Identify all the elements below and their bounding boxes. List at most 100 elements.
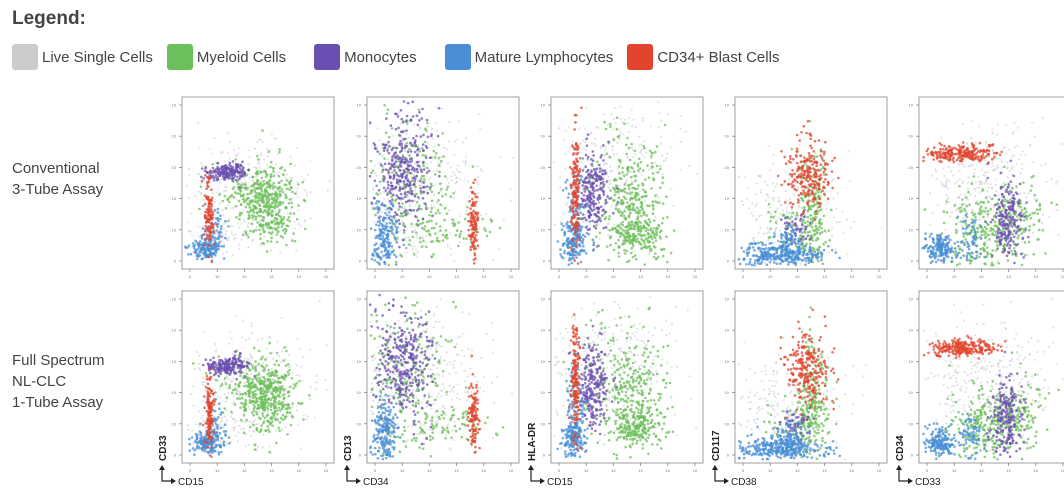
data-point: [465, 409, 468, 413]
data-point: [216, 216, 220, 220]
data-point: [211, 174, 215, 178]
data-point: [244, 421, 247, 424]
data-point: [416, 224, 420, 227]
data-point: [238, 167, 242, 170]
data-point: [406, 318, 409, 321]
data-point: [464, 213, 467, 216]
data-point: [453, 439, 456, 442]
data-point: [270, 202, 274, 206]
data-point: [205, 374, 209, 378]
data-point: [391, 158, 394, 161]
data-point: [442, 405, 445, 408]
data-point: [434, 232, 437, 235]
data-point: [458, 178, 462, 181]
data-point: [277, 400, 281, 403]
data-point: [207, 213, 211, 217]
data-point: [232, 376, 235, 379]
data-point: [187, 230, 191, 233]
data-point: [192, 441, 195, 444]
data-point: [194, 432, 198, 436]
data-point: [462, 141, 465, 144]
data-point: [402, 425, 406, 429]
data-point: [386, 180, 390, 184]
y-tick-label: 10: [357, 421, 362, 426]
data-point: [386, 229, 390, 232]
data-point: [430, 206, 434, 210]
data-point: [418, 119, 421, 122]
data-point: [420, 226, 424, 230]
data-point: [256, 186, 260, 190]
data-point: [258, 138, 261, 141]
data-point: [393, 341, 397, 345]
data-point: [247, 337, 251, 340]
data-point: [413, 140, 417, 144]
data-point: [418, 204, 421, 207]
data-point: [266, 181, 269, 184]
data-point: [474, 247, 478, 250]
data-point: [262, 382, 266, 386]
data-point: [268, 204, 271, 207]
data-point: [244, 369, 247, 372]
data-point: [387, 308, 391, 312]
data-point: [448, 120, 451, 123]
data-point: [409, 334, 413, 337]
data-point: [388, 327, 392, 330]
data-point: [293, 227, 296, 230]
data-point: [220, 235, 223, 238]
data-point: [265, 226, 268, 229]
data-point: [248, 210, 251, 214]
data-point: [375, 366, 379, 370]
data-point: [208, 428, 211, 432]
data-point: [394, 127, 398, 131]
data-point: [421, 387, 424, 391]
data-point: [491, 381, 494, 384]
data-point: [248, 408, 251, 411]
data-point: [290, 206, 294, 209]
data-point: [264, 398, 268, 402]
data-point: [395, 194, 399, 197]
data-point: [240, 396, 244, 400]
data-point: [470, 349, 473, 352]
data-point: [236, 192, 239, 195]
data-point: [244, 392, 248, 396]
data-point: [384, 343, 388, 347]
data-point: [222, 430, 226, 433]
data-point: [236, 175, 239, 179]
data-point: [421, 221, 425, 225]
data-point: [392, 365, 395, 368]
data-point: [375, 174, 378, 177]
data-point: [394, 211, 397, 214]
data-point: [425, 220, 429, 224]
data-point: [251, 194, 254, 198]
data-point: [229, 169, 232, 173]
data-point: [279, 203, 283, 206]
data-point: [223, 194, 227, 198]
data-point: [424, 241, 427, 244]
data-point: [277, 225, 280, 229]
data-point: [489, 218, 493, 221]
data-point: [368, 174, 372, 178]
data-point: [253, 181, 256, 185]
data-point: [484, 421, 487, 425]
data-point: [280, 219, 284, 222]
data-point: [381, 382, 385, 385]
data-point: [370, 202, 374, 205]
data-point: [374, 248, 378, 251]
data-point: [384, 427, 387, 430]
data-point: [326, 189, 329, 192]
data-point: [228, 217, 231, 220]
data-point: [235, 198, 238, 201]
data-point: [301, 379, 304, 382]
data-point: [419, 187, 422, 190]
data-point: [201, 246, 205, 250]
data-point: [216, 191, 219, 194]
data-point: [473, 178, 477, 182]
data-point: [281, 201, 285, 204]
data-point: [449, 418, 452, 422]
data-point: [394, 171, 398, 175]
data-point: [277, 152, 280, 156]
data-point: [424, 421, 427, 425]
data-point: [228, 174, 231, 177]
data-point: [410, 179, 414, 183]
data-point: [451, 363, 454, 366]
